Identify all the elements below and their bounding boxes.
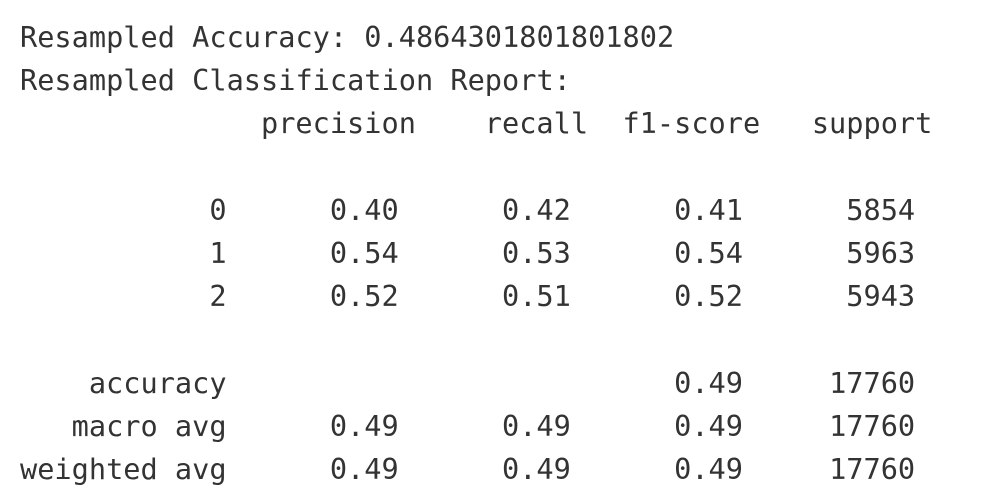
accuracy-value: 0.4864301801801802 [364,20,675,54]
header-support: support [811,106,933,141]
recall-value: 0.42 [501,192,571,227]
row-label: accuracy [88,365,227,400]
report-title: Resampled Classification Report: [20,63,571,98]
summary-rows: accuracy 0.49 17760 macro avg 0.49 0.49 0.49 17… [20,362,932,492]
support-value: 17760 [829,408,916,443]
class-row: 1 0.54 0.53 0.54 5963 [20,232,932,275]
precision-value: 0.52 [329,279,399,314]
f1-score-value: 0.49 [674,451,743,486]
class-row: 0 0.40 0.42 0.41 5854 [20,189,932,232]
class-rows: 0 0.40 0.42 0.41 5854 1 0.54 0.53 0.54 5963 2 0.52 0… [20,189,932,319]
f1-score-value: 0.49 [674,365,743,400]
support-value: 5963 [846,235,916,270]
f1-score-value: 0.52 [674,279,743,314]
precision-value: 0.49 [329,451,399,486]
summary-row: weighted avg 0.49 0.49 0.49 17760 [20,448,932,491]
precision-value: 0.40 [329,192,399,227]
f1-score-value: 0.54 [674,235,743,270]
summary-row: accuracy 0.49 17760 [20,362,932,405]
support-value: 17760 [829,365,916,400]
precision-value: 0.49 [329,408,399,443]
header-spacer [37,102,244,145]
row-label: macro avg [71,408,227,443]
recall-value: 0.53 [501,235,571,270]
precision-value: 0.54 [329,235,399,270]
row-label: 0 [209,192,227,227]
blank-line [20,318,932,361]
accuracy-label: Resampled Accuracy: [20,20,348,54]
row-label: 1 [209,235,227,270]
row-label: weighted avg [20,451,227,486]
recall-value [399,362,571,405]
row-label: 2 [209,279,227,314]
precision-value [227,362,399,405]
f1-score-value: 0.41 [674,192,743,227]
header-recall: recall [484,106,589,141]
recall-value: 0.49 [501,408,571,443]
support-value: 17760 [829,451,916,486]
recall-value: 0.49 [501,451,571,486]
cell-output: Resampled Accuracy: 0.4864301801801802 Re… [20,16,932,491]
support-value: 5943 [846,279,916,314]
recall-value: 0.51 [501,279,571,314]
header-f1-score: f1-score [622,106,761,141]
class-row: 2 0.52 0.51 0.52 5943 [20,275,932,318]
accuracy-line: Resampled Accuracy: 0.4864301801801802 [20,16,932,59]
summary-row: macro avg 0.49 0.49 0.49 17760 [20,405,932,448]
header-precision: precision [260,106,416,141]
f1-score-value: 0.49 [674,408,743,443]
report-header: precision recall f1-score support [20,102,932,145]
support-value: 5854 [846,192,916,227]
blank-line [20,146,932,189]
